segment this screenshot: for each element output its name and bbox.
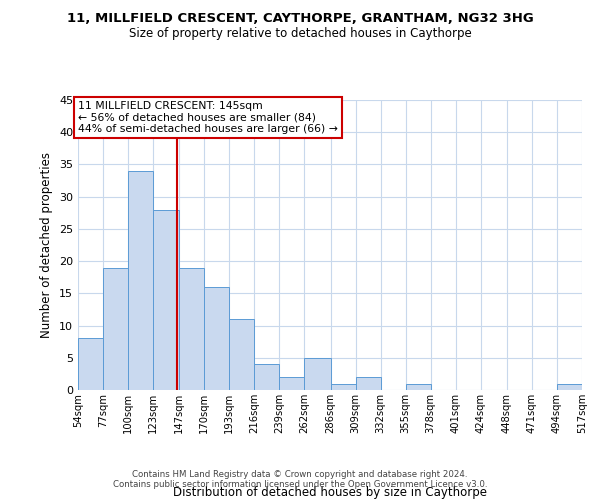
X-axis label: Distribution of detached houses by size in Caythorpe: Distribution of detached houses by size … — [173, 486, 487, 499]
Bar — [179, 268, 204, 390]
Bar — [356, 377, 380, 390]
Bar — [153, 210, 179, 390]
Y-axis label: Number of detached properties: Number of detached properties — [40, 152, 53, 338]
Text: 11, MILLFIELD CRESCENT, CAYTHORPE, GRANTHAM, NG32 3HG: 11, MILLFIELD CRESCENT, CAYTHORPE, GRANT… — [67, 12, 533, 26]
Bar — [406, 384, 431, 390]
Bar — [128, 171, 153, 390]
Bar — [280, 377, 304, 390]
Text: 11 MILLFIELD CRESCENT: 145sqm
← 56% of detached houses are smaller (84)
44% of s: 11 MILLFIELD CRESCENT: 145sqm ← 56% of d… — [78, 102, 338, 134]
Bar — [331, 384, 356, 390]
Bar — [304, 358, 331, 390]
Text: Contains HM Land Registry data © Crown copyright and database right 2024.
Contai: Contains HM Land Registry data © Crown c… — [113, 470, 487, 489]
Text: Size of property relative to detached houses in Caythorpe: Size of property relative to detached ho… — [128, 28, 472, 40]
Bar — [229, 319, 254, 390]
Bar — [78, 338, 103, 390]
Bar — [557, 384, 582, 390]
Bar — [204, 287, 229, 390]
Bar — [103, 268, 128, 390]
Bar — [254, 364, 280, 390]
